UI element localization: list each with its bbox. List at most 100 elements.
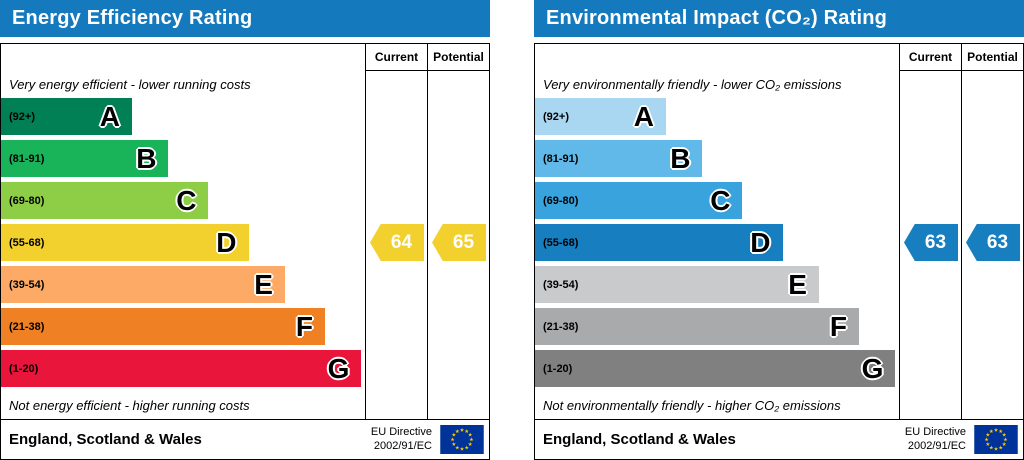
arrow-row: 63 bbox=[900, 224, 961, 266]
band-g: (1-20) G bbox=[1, 350, 362, 387]
band-range-label: (39-54) bbox=[543, 278, 579, 291]
current-column-header: Current bbox=[365, 44, 427, 71]
table-header-row: Current Potential bbox=[1, 44, 489, 71]
arrow-row bbox=[900, 308, 961, 350]
band-b: (81-91) B bbox=[1, 140, 169, 177]
band-row: (55-68) D bbox=[1, 224, 365, 266]
eu-directive-text: EU Directive 2002/91/EC bbox=[905, 426, 966, 454]
top-caption: Very energy efficient - lower running co… bbox=[9, 77, 251, 92]
environmental-impact-rating-panel: Environmental Impact (CO₂) Rating Curren… bbox=[534, 0, 1024, 460]
arrow-row bbox=[900, 98, 961, 140]
band-range-label: (21-38) bbox=[543, 320, 579, 333]
band-letter: D bbox=[216, 226, 237, 258]
potential-rating-arrow: 63 bbox=[966, 224, 1020, 261]
eu-directive-line2: 2002/91/EC bbox=[907, 439, 966, 452]
band-row: (55-68) D bbox=[535, 224, 899, 266]
bands-area: Very energy efficient - lower running co… bbox=[1, 71, 365, 419]
arrow-row bbox=[962, 182, 1023, 224]
arrow-row bbox=[366, 140, 427, 182]
arrow-row bbox=[962, 350, 1023, 392]
header-spacer bbox=[535, 44, 899, 71]
band-row: (39-54) E bbox=[1, 266, 365, 308]
arrow-row bbox=[900, 182, 961, 224]
eu-directive-text: EU Directive 2002/91/EC bbox=[371, 426, 432, 454]
band-range-label: (55-68) bbox=[543, 236, 579, 249]
band-e: (39-54) E bbox=[1, 266, 285, 303]
bands-area: Very environmentally friendly - lower CO… bbox=[535, 71, 899, 419]
panel-header: Energy Efficiency Rating bbox=[0, 0, 490, 37]
rating-table: Current Potential Very energy efficient … bbox=[0, 43, 490, 460]
band-a: (92+) A bbox=[1, 98, 133, 135]
band-d: (55-68) D bbox=[535, 224, 783, 261]
band-range-label: (81-91) bbox=[543, 152, 579, 165]
band-letter: G bbox=[861, 352, 884, 384]
arrow-row bbox=[428, 182, 489, 224]
band-row: (21-38) F bbox=[1, 308, 365, 350]
band-row: (69-80) C bbox=[535, 182, 899, 224]
arrow-row bbox=[366, 98, 427, 140]
band-letter: C bbox=[176, 184, 197, 216]
bottom-caption: Not environmentally friendly - higher CO… bbox=[543, 398, 841, 413]
arrow-row bbox=[962, 308, 1023, 350]
band-row: (92+) A bbox=[535, 98, 899, 140]
arrow-row bbox=[900, 350, 961, 392]
panel-title: Energy Efficiency Rating bbox=[12, 7, 253, 29]
band-f: (21-38) F bbox=[535, 308, 859, 345]
band-c: (69-80) C bbox=[535, 182, 743, 219]
arrow-row bbox=[366, 350, 427, 392]
band-row: (69-80) C bbox=[1, 182, 365, 224]
band-letter: A bbox=[633, 100, 655, 132]
band-letter: A bbox=[99, 100, 121, 132]
current-column: 63 bbox=[899, 71, 961, 419]
band-range-label: (55-68) bbox=[9, 236, 45, 249]
band-letter: E bbox=[788, 268, 807, 300]
arrow-row bbox=[962, 98, 1023, 140]
eu-directive-line2: 2002/91/EC bbox=[373, 439, 432, 452]
bands: (92+) A (81-91) B (69-80) C (55-68) D (39-54) E (2… bbox=[535, 98, 899, 392]
band-letter: F bbox=[295, 310, 313, 342]
band-range-label: (1-20) bbox=[543, 362, 573, 375]
band-range-label: (92+) bbox=[543, 110, 569, 123]
band-f: (21-38) F bbox=[1, 308, 325, 345]
bands: (92+) A (81-91) B (69-80) C (55-68) D (39-54) E (2… bbox=[1, 98, 365, 392]
table-header-row: Current Potential bbox=[535, 44, 1023, 71]
caption-spacer bbox=[900, 71, 961, 98]
potential-column-header: Potential bbox=[961, 44, 1023, 71]
band-e: (39-54) E bbox=[535, 266, 819, 303]
eu-directive-line1: EU Directive bbox=[370, 425, 432, 438]
arrow-row bbox=[428, 350, 489, 392]
arrow-row bbox=[428, 140, 489, 182]
caption-spacer bbox=[428, 71, 489, 98]
band-row: (1-20) G bbox=[535, 350, 899, 392]
band-c: (69-80) C bbox=[1, 182, 209, 219]
arrow-row bbox=[428, 266, 489, 308]
band-row: (81-91) B bbox=[1, 140, 365, 182]
arrow-row bbox=[366, 182, 427, 224]
band-range-label: (21-38) bbox=[9, 320, 45, 333]
top-caption: Very environmentally friendly - lower CO… bbox=[543, 77, 842, 92]
potential-column: 63 bbox=[961, 71, 1023, 419]
eu-flag-icon bbox=[974, 425, 1018, 454]
region-label: England, Scotland & Wales bbox=[543, 431, 736, 448]
band-a: (92+) A bbox=[535, 98, 667, 135]
arrow-row bbox=[428, 98, 489, 140]
current-rating-arrow: 64 bbox=[370, 224, 424, 261]
bottom-caption: Not energy efficient - higher running co… bbox=[9, 398, 250, 413]
current-column-header: Current bbox=[899, 44, 961, 71]
band-b: (81-91) B bbox=[535, 140, 703, 177]
band-letter: B bbox=[670, 142, 691, 174]
table-footer: England, Scotland & Wales EU Directive 2… bbox=[535, 419, 1023, 459]
arrow-row: 63 bbox=[962, 224, 1023, 266]
arrow-row bbox=[900, 140, 961, 182]
table-body: Very energy efficient - lower running co… bbox=[1, 71, 489, 419]
table-footer: England, Scotland & Wales EU Directive 2… bbox=[1, 419, 489, 459]
region-label: England, Scotland & Wales bbox=[9, 431, 202, 448]
band-g: (1-20) G bbox=[535, 350, 896, 387]
arrow-row bbox=[900, 266, 961, 308]
band-range-label: (69-80) bbox=[9, 194, 45, 207]
band-letter: E bbox=[254, 268, 273, 300]
potential-rating-arrow: 65 bbox=[432, 224, 486, 261]
table-body: Very environmentally friendly - lower CO… bbox=[535, 71, 1023, 419]
band-row: (39-54) E bbox=[535, 266, 899, 308]
